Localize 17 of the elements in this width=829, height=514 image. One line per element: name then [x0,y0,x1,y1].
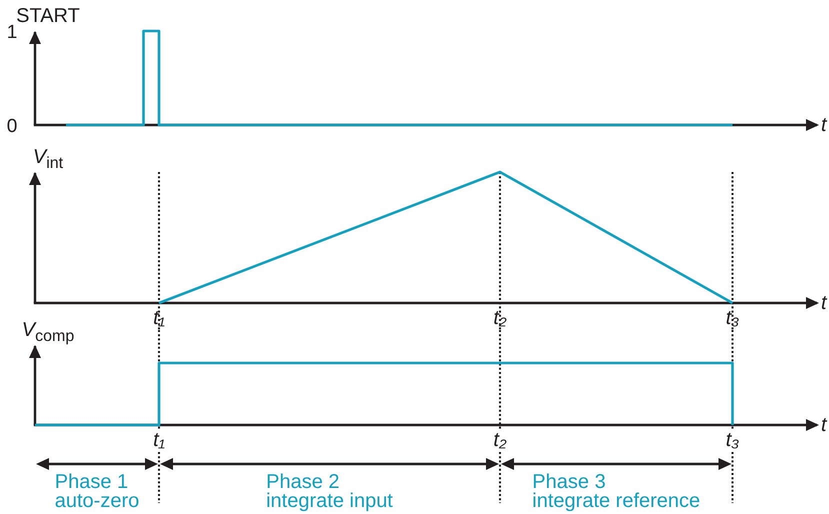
x-tick-label: t₃ [726,429,740,451]
y-tick-label: 0 [6,116,18,137]
x-tick-label: t₁ [153,307,165,329]
y-axis-title: START [16,5,80,27]
x-axis-title: t [821,114,828,136]
x-axis-title: t [821,414,828,436]
text: Phase 3 integrate reference [532,471,700,512]
x-axis-title: t [821,292,828,314]
x-tick-label: t₃ [726,307,740,329]
text: Phase 1 auto-zero [54,471,140,512]
y-tick-label: 1 [6,22,18,43]
text: Phase 2 integrate input [266,471,394,512]
x-tick-label: t₂ [493,429,507,451]
x-tick-label: t₂ [493,307,507,329]
x-tick-label: t₁ [153,429,165,451]
y-axis-title: V$_{int}$ [32,146,64,172]
y-axis-title: V$_{comp}$ [22,319,74,345]
